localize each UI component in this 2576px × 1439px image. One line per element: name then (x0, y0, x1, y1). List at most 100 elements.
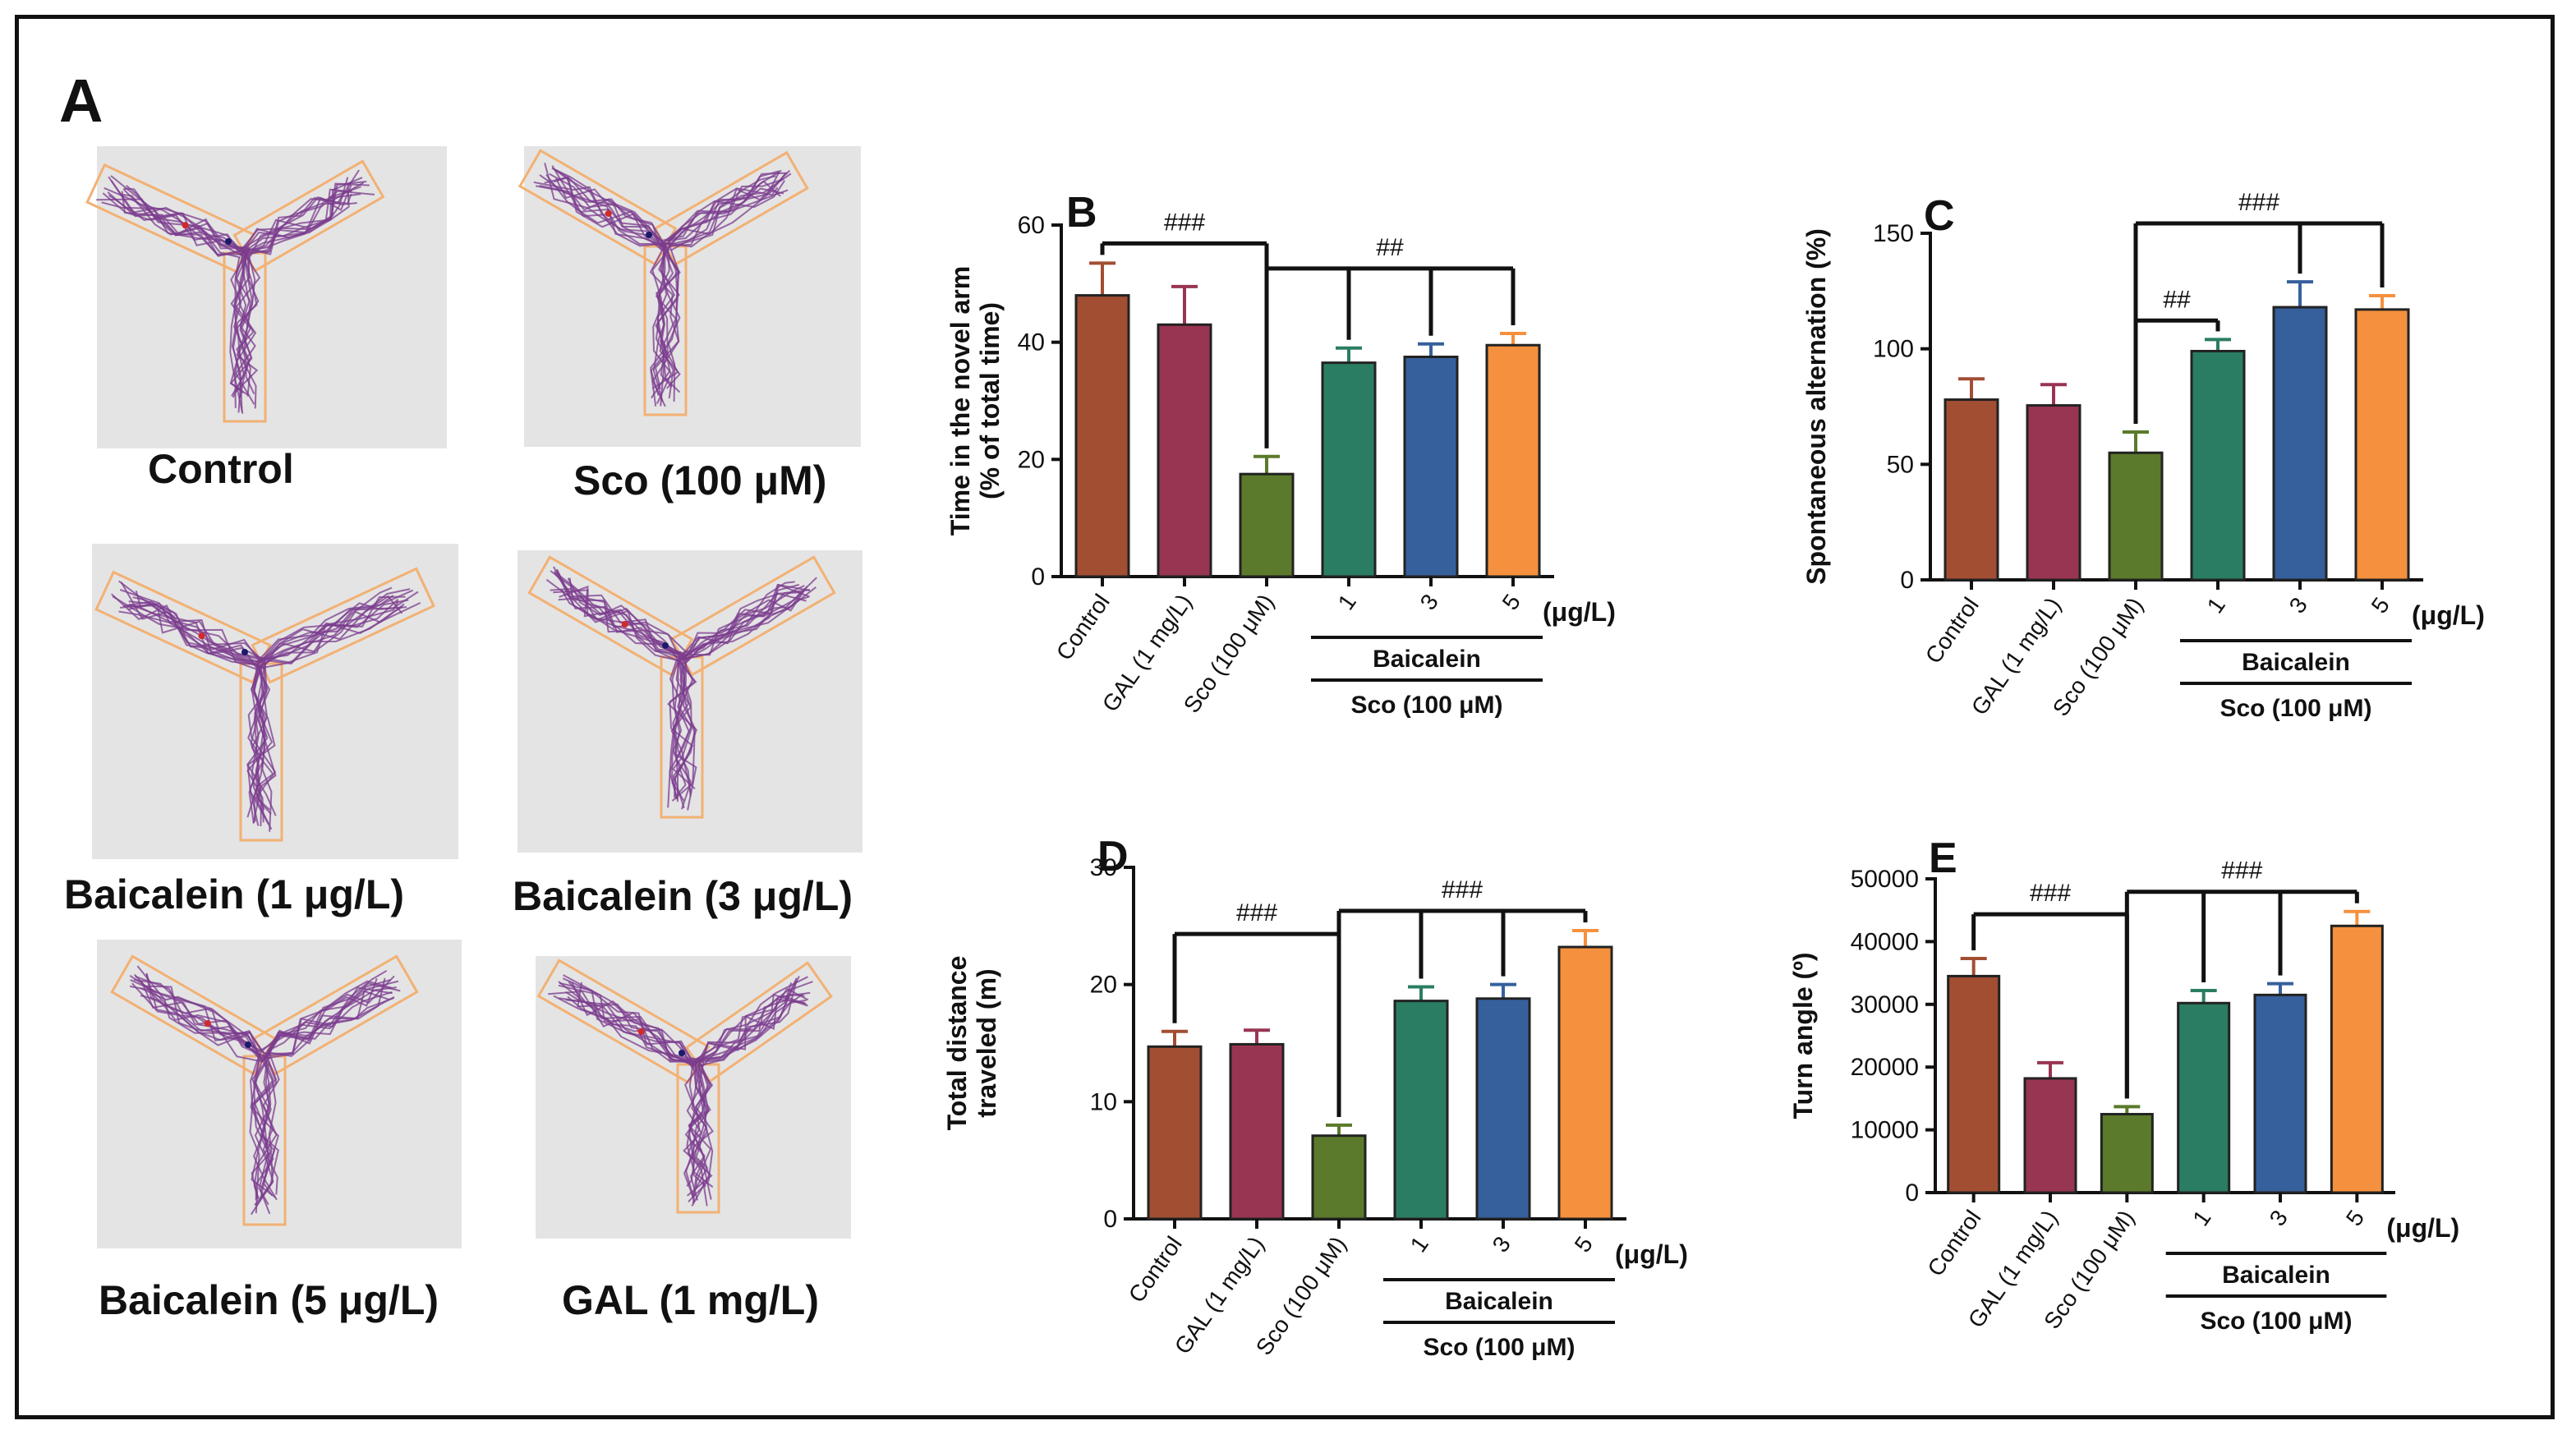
maze-track-path (243, 182, 370, 255)
maze-track-path (685, 1067, 714, 1198)
panel-a-label: A (59, 67, 104, 135)
maze-track-path (260, 986, 393, 1053)
maze-track-path (232, 257, 255, 395)
maze-arm-outline (518, 149, 678, 266)
maze-tile-control (97, 146, 447, 448)
maze-track-path (672, 659, 694, 802)
maze-track-path (672, 659, 687, 797)
bar (1485, 343, 1541, 578)
maze-track-path (244, 184, 352, 251)
x-tick-label: 1 (2187, 1206, 2215, 1231)
maze-track-path (699, 976, 800, 1062)
maze-track-path (558, 984, 697, 1069)
baicalein-group-label: Baicalein (2222, 1262, 2330, 1289)
bar (2272, 306, 2328, 582)
x-tick-label: 1 (1333, 590, 1361, 615)
maze-track-path (236, 256, 257, 409)
maze-track-path (263, 980, 399, 1060)
maze-baicalein-3 (527, 555, 836, 819)
maze-track-path (135, 590, 264, 660)
x-tick-label: 5 (1570, 1232, 1598, 1257)
sco-group-label: Sco (100 μM) (1350, 692, 1502, 719)
y-axis-label: (% of total time) (975, 302, 1005, 499)
maze-marker-dot (678, 1050, 685, 1056)
maze-track-path (120, 582, 260, 664)
x-tick-label: 5 (2367, 593, 2394, 618)
bar (2026, 404, 2082, 582)
maze-track-path (246, 182, 365, 254)
y-tick-label: 10 (1090, 1088, 1117, 1115)
maze-track-path (666, 189, 789, 246)
maze-track-path (558, 596, 682, 657)
bar (2253, 993, 2307, 1194)
maze-track-path (681, 583, 811, 661)
maze-caption-control: Control (148, 446, 294, 492)
maze-track-path (684, 595, 809, 660)
maze-track-path (692, 993, 808, 1064)
maze-marker-dot (646, 232, 652, 238)
x-tick-label: 3 (1488, 1232, 1516, 1257)
maze-track-path (253, 1051, 280, 1199)
maze-track-path (559, 982, 698, 1069)
bar (1403, 356, 1459, 578)
maze-marker-dot (621, 621, 628, 628)
significance-label: ### (1442, 876, 1483, 903)
sco-group-label: Sco (100 μM) (2220, 695, 2371, 722)
maze-marker-dot (245, 1041, 251, 1048)
maze-track-path (665, 169, 782, 251)
maze-track-path (651, 241, 680, 399)
maze-track-path (670, 660, 692, 793)
maze-track-path (553, 995, 700, 1062)
x-tick-label: 1 (2202, 593, 2230, 618)
maze-marker-dot (198, 632, 205, 640)
maze-marker-dot (662, 642, 669, 649)
maze-caption-baicalein-5: Baicalein (5 μg/L) (99, 1277, 439, 1323)
sco-group-label: Sco (100 μM) (2200, 1308, 2352, 1335)
maze-track-path (533, 181, 665, 249)
bar (1074, 294, 1130, 578)
bar (1475, 997, 1531, 1221)
panel-label: D (1097, 833, 1129, 880)
x-tick-label: Control (1124, 1232, 1187, 1308)
maze-track-path (140, 987, 260, 1060)
maze-track-path (229, 251, 245, 414)
maze-track-path (246, 660, 277, 816)
significance-label: ### (2221, 857, 2262, 885)
maze-track-path (246, 660, 274, 818)
bar (1947, 974, 2001, 1194)
maze-track-path (655, 248, 680, 388)
bar (1147, 1045, 1203, 1221)
sco-group-label: Sco (100 μM) (1423, 1334, 1575, 1361)
maze-track-path (687, 581, 795, 662)
maze-marker-dot (204, 1020, 211, 1027)
y-axis-label: traveled (m) (972, 968, 1001, 1117)
maze-track-path (660, 172, 787, 248)
maze-track-path (550, 587, 679, 655)
y-tick-label: 40 (1018, 329, 1045, 356)
baicalein-group-label: Baicalein (1373, 646, 1481, 673)
maze-track-path (262, 982, 401, 1062)
significance-label: ## (2163, 286, 2191, 313)
significance-label: ### (2030, 880, 2071, 907)
maze-track-path (661, 178, 784, 246)
bar (2100, 1113, 2154, 1194)
bar (1157, 323, 1212, 578)
bar (2023, 1077, 2077, 1194)
bar (2354, 308, 2410, 582)
unit-label: (μg/L) (2412, 600, 2485, 630)
x-tick-label: 3 (1415, 590, 1443, 615)
maze-baicalein-1 (94, 567, 435, 842)
maze-track-path (668, 172, 788, 247)
maze-track-path (126, 185, 242, 259)
bar (1311, 1134, 1367, 1221)
maze-track-path (253, 1053, 272, 1215)
y-tick-label: 0 (1103, 1206, 1117, 1233)
maze-track-path (250, 1055, 273, 1197)
maze-track-path (652, 247, 666, 402)
maze-track-path (671, 662, 696, 802)
significance-label: ### (1236, 899, 1277, 926)
maze-track-path (262, 586, 393, 665)
x-tick-label: 5 (2341, 1206, 2369, 1231)
maze-track-path (649, 249, 680, 390)
maze-track-path (120, 193, 250, 249)
